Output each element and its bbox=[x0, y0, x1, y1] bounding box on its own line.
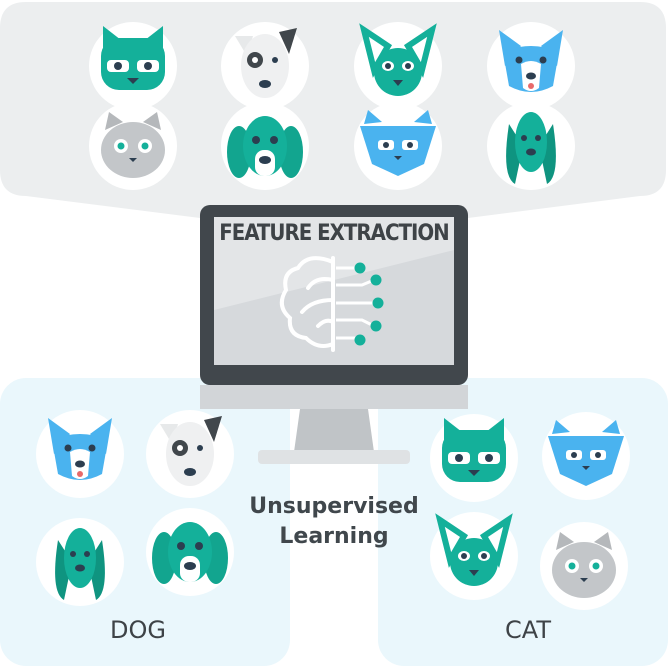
cat-group-label: CAT bbox=[505, 616, 551, 644]
dog-white-icon bbox=[146, 410, 234, 498]
top-cat-fluffy-icon bbox=[354, 102, 442, 190]
dog-group-label: DOG bbox=[110, 616, 166, 644]
top-cat-teal-icon bbox=[89, 22, 177, 110]
top-dog-basset-icon bbox=[487, 102, 575, 190]
screen-title: FEATURE EXTRACTION bbox=[219, 221, 450, 246]
cat-teal-icon bbox=[430, 414, 518, 502]
center-caption: Unsupervised Learning bbox=[220, 492, 448, 552]
top-cat-sphynx-icon bbox=[354, 22, 442, 110]
cat-fluffy-icon bbox=[542, 412, 630, 500]
dog-corgi-icon bbox=[36, 410, 124, 498]
top-dog-floppy-icon bbox=[221, 102, 309, 190]
dog-basset-icon bbox=[36, 518, 124, 606]
circuit-lines bbox=[336, 266, 376, 340]
top-dog-white-icon bbox=[221, 22, 309, 110]
circuit-nodes bbox=[354, 262, 384, 346]
cat-gray-icon bbox=[540, 522, 628, 610]
brain-circuit-icon bbox=[279, 256, 335, 352]
top-cat-gray-icon bbox=[89, 102, 177, 190]
center-caption-line-2: Learning bbox=[279, 524, 389, 549]
center-caption-line-1: Unsupervised bbox=[249, 494, 419, 519]
top-dog-corgi-icon bbox=[487, 22, 575, 110]
